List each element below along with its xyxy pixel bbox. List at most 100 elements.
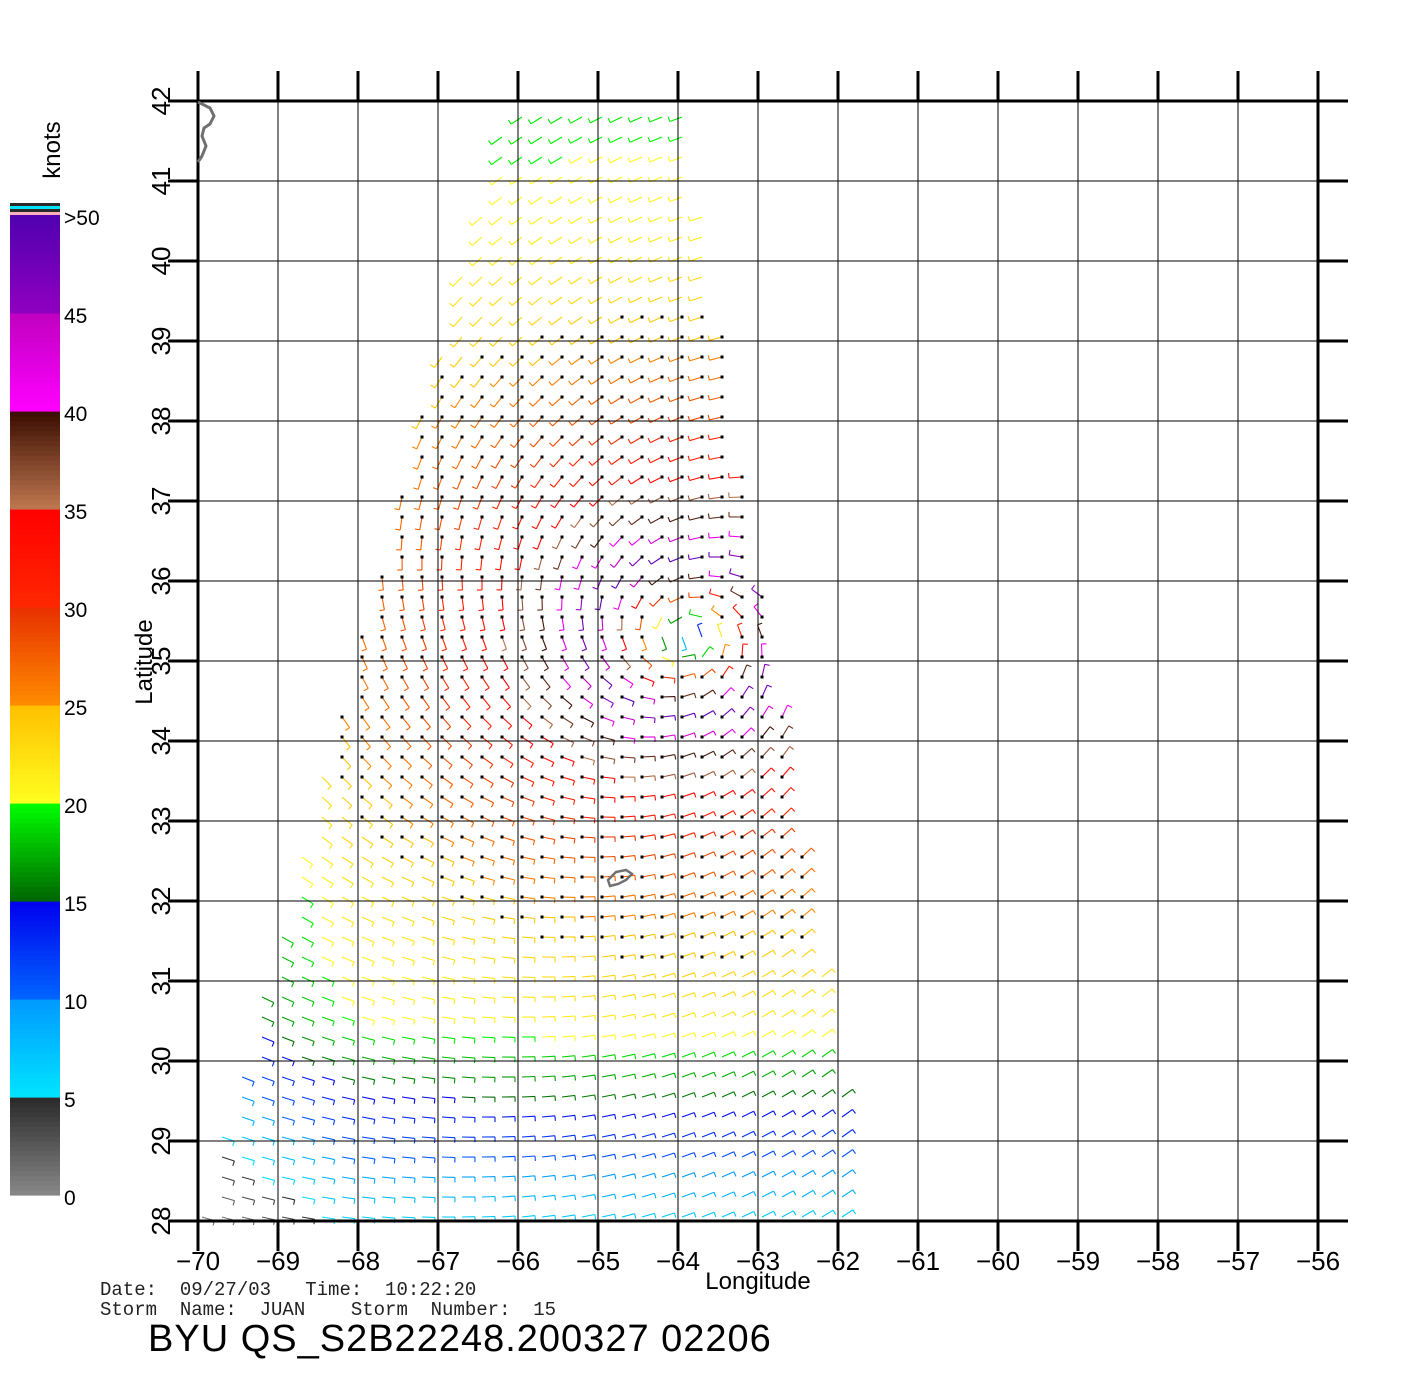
wind-barb [381, 1036, 396, 1045]
colorbar-segment [10, 675, 60, 682]
wind-barb [800, 908, 816, 919]
wind-barb [607, 176, 623, 184]
wind-barb [688, 609, 703, 618]
wind-barb [680, 732, 697, 739]
colorbar-segment [10, 631, 60, 637]
wind-barb [440, 855, 455, 867]
wind-barb [660, 754, 677, 760]
wind-barb [707, 375, 724, 381]
wind-barb [700, 689, 717, 699]
wind-barb [761, 989, 777, 998]
wind-barb [641, 1132, 657, 1139]
wind-barb [440, 835, 455, 848]
wind-barb [607, 276, 623, 284]
colorbar-segment [10, 989, 60, 995]
wind-barb [440, 875, 455, 887]
wind-barb [471, 455, 484, 469]
wind-barb [411, 415, 424, 430]
wind-barb [621, 1053, 637, 1060]
wind-barb [411, 435, 424, 450]
wind-barb [607, 355, 624, 364]
wind-barb [517, 595, 524, 611]
wind-barb [687, 554, 704, 561]
wind-barb [495, 555, 504, 571]
wind-barb [761, 1030, 777, 1038]
colorbar-segment [10, 469, 60, 476]
wind-barb [587, 296, 603, 305]
wind-barb [621, 1193, 637, 1199]
wind-barb [620, 655, 631, 671]
colorbar-segment [10, 837, 60, 843]
wind-barb [501, 1096, 516, 1102]
wind-barb [781, 1089, 797, 1098]
wind-barb [616, 615, 624, 631]
wind-barb [620, 635, 628, 652]
wind-barb [321, 1076, 336, 1086]
wind-barb [721, 1111, 737, 1118]
wind-barb [420, 675, 430, 692]
wind-barb [501, 936, 516, 944]
wind-barb [501, 1195, 516, 1202]
wind-barb [601, 1193, 617, 1200]
colorbar-segment [10, 788, 60, 794]
wind-barb [460, 715, 472, 731]
wind-barb [627, 216, 643, 223]
wind-barb [760, 869, 776, 879]
wind-barb [647, 375, 664, 383]
wind-barb [380, 675, 389, 692]
wind-barb [641, 973, 657, 979]
wind-barb [400, 615, 406, 632]
wind-barb [781, 989, 797, 998]
wind-barb [687, 515, 704, 521]
wind-barb [381, 1076, 396, 1085]
wind-barb [687, 276, 703, 282]
wind-barb [570, 535, 584, 549]
wind-barb [667, 475, 684, 483]
wind-barb [700, 811, 717, 819]
wind-barb [520, 815, 535, 826]
wind-barb [441, 1116, 456, 1123]
colorbar-segment [10, 455, 60, 461]
wind-barb [587, 216, 603, 224]
wind-barb [340, 715, 351, 731]
colorbar-tick-label: 5 [64, 1089, 76, 1112]
wind-barb [421, 1196, 436, 1203]
wind-barb [640, 695, 656, 705]
wind-barb [460, 655, 469, 672]
wind-barb [541, 956, 556, 963]
wind-barb [601, 1054, 617, 1060]
wind-barb [381, 996, 396, 1006]
wind-barb [401, 956, 415, 966]
wind-barb [588, 475, 604, 487]
wind-barb [620, 855, 637, 861]
y-tick-label: 39 [146, 327, 176, 356]
colorbar-segment [10, 920, 60, 927]
wind-barb [281, 1096, 295, 1106]
wind-barb [667, 535, 684, 543]
wind-barb [587, 156, 603, 164]
wind-barb [540, 655, 549, 672]
wind-barb [441, 936, 456, 946]
wind-barb [440, 655, 449, 672]
colorbar-segment [10, 1155, 60, 1162]
wind-barb [440, 695, 451, 711]
wind-barb [801, 1189, 817, 1198]
colorbar-segment [10, 670, 60, 677]
wind-barb [529, 435, 544, 448]
wind-barb [687, 236, 703, 242]
colorbar-segment [10, 1087, 60, 1093]
wind-barb [568, 455, 584, 467]
wind-barb [301, 1176, 316, 1185]
wind-barb [740, 706, 755, 719]
wind-barb [500, 655, 509, 672]
wind-barb [241, 1076, 255, 1087]
y-tick-label: 38 [146, 407, 176, 436]
wind-barb [261, 1176, 276, 1186]
wind-barb [620, 795, 636, 802]
wind-barb [461, 1016, 476, 1024]
wind-barb [401, 996, 416, 1006]
wind-barb [660, 853, 677, 859]
wind-barb [707, 513, 724, 520]
wind-barb [680, 812, 697, 819]
colorbar-segment [10, 489, 60, 495]
